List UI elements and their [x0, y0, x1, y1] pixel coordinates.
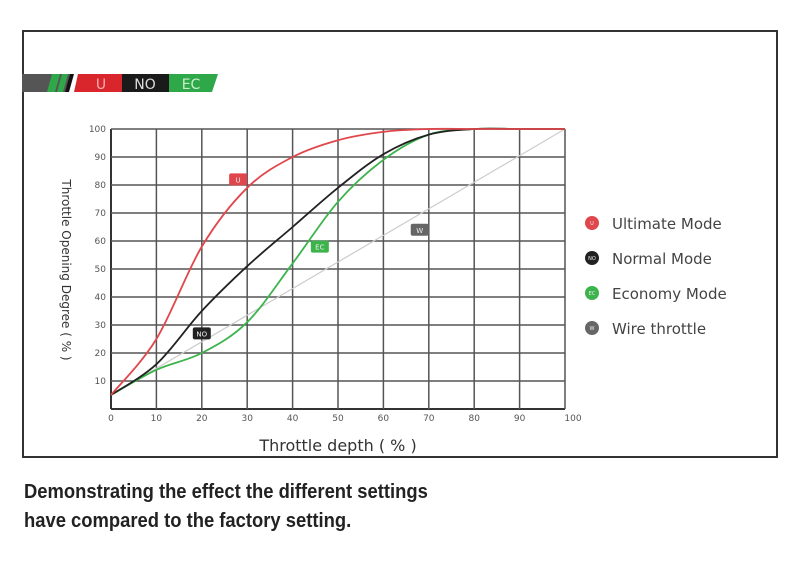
- series-tag-text: U: [236, 176, 241, 184]
- y-tick-label: 30: [95, 321, 107, 331]
- y-tick-label: 70: [95, 209, 107, 219]
- legend-marker-ultimate-mode: [585, 216, 599, 230]
- chart-frame: [22, 30, 778, 458]
- series-tag-economy-mode: [310, 240, 329, 253]
- mode-banner: U NO EC: [22, 74, 218, 93]
- legend-marker-economy-mode: [585, 286, 599, 300]
- legend-marker-normal-mode: [585, 251, 599, 265]
- y-tick-label: 60: [95, 237, 107, 247]
- x-tick-label: 20: [196, 414, 208, 424]
- y-axis-label: Throttle Opening Degree ( % ): [59, 178, 73, 360]
- x-tick-label: 30: [241, 414, 253, 424]
- y-tick-label: 50: [95, 265, 107, 275]
- legend-marker-text: W: [590, 326, 595, 332]
- legend-marker-text: NO: [588, 256, 596, 262]
- banner-u: U: [96, 77, 106, 93]
- series-tag-wire-throttle: [410, 223, 429, 236]
- x-tick-label: 70: [423, 414, 435, 424]
- caption-line-2: have compared to the factory setting.: [24, 510, 352, 532]
- legend-label-wire-throttle: Wire throttle: [612, 320, 706, 338]
- caption-line-1: Demonstrating the effect the different s…: [24, 481, 428, 503]
- caption: Demonstrating the effect the different s…: [24, 478, 428, 536]
- banner-no: NO: [134, 77, 156, 93]
- legend-marker-text: EC: [589, 291, 596, 297]
- x-axis-label: Throttle depth ( % ): [258, 436, 416, 455]
- legend-marker-text: U: [590, 221, 594, 227]
- x-tick-label: 90: [514, 414, 526, 424]
- x-tick-label: 10: [151, 414, 163, 424]
- y-tick-label: 10: [95, 377, 107, 387]
- y-tick-label: 80: [95, 181, 107, 191]
- x-tick-label: 50: [332, 414, 344, 424]
- x-tick-label: 60: [378, 414, 390, 424]
- legend-label-ultimate-mode: Ultimate Mode: [612, 215, 722, 233]
- x-tick-label: 80: [468, 414, 480, 424]
- y-tick-label: 40: [95, 293, 107, 303]
- series-tag-text: NO: [196, 330, 207, 338]
- legend-label-normal-mode: Normal Mode: [612, 250, 712, 268]
- series-tag-ultimate-mode: [229, 173, 248, 186]
- series-line-ultimate-mode: [110, 127, 565, 396]
- legend-marker-wire-throttle: [585, 321, 599, 335]
- series-tag-normal-mode: [192, 327, 211, 340]
- series-tag-text: W: [416, 227, 423, 235]
- banner-ec: EC: [182, 77, 201, 93]
- y-tick-label: 20: [95, 349, 107, 359]
- y-tick-label: 100: [89, 125, 106, 135]
- legend-label-economy-mode: Economy Mode: [612, 285, 727, 303]
- y-tick-label: 90: [95, 153, 107, 163]
- x-tick-label: 100: [564, 414, 581, 424]
- x-tick-label: 0: [108, 414, 114, 424]
- series-tag-text: EC: [315, 244, 324, 252]
- series-line-wire-throttle: [110, 128, 566, 396]
- x-tick-label: 40: [287, 414, 299, 424]
